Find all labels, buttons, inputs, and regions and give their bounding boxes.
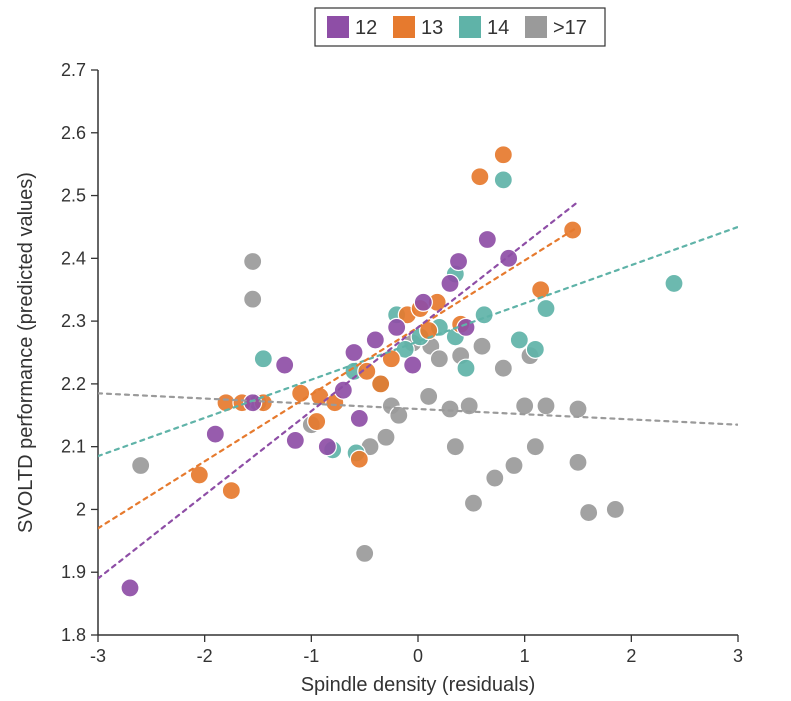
data-point: [569, 400, 587, 418]
data-point: [569, 453, 587, 471]
y-tick-label: 2: [76, 499, 86, 519]
data-point: [494, 146, 512, 164]
data-point: [457, 359, 475, 377]
data-point: [446, 438, 464, 456]
y-axis-label: SVOLTD performance (predicted values): [15, 172, 37, 533]
data-point: [478, 231, 496, 249]
y-tick-label: 1.9: [61, 562, 86, 582]
y-tick-label: 2.3: [61, 311, 86, 331]
data-point: [244, 252, 262, 270]
y-tick-label: 2.6: [61, 123, 86, 143]
data-point: [286, 431, 304, 449]
x-tick-label: 0: [413, 646, 423, 666]
data-point: [494, 171, 512, 189]
data-point: [121, 579, 139, 597]
data-point: [526, 438, 544, 456]
legend-swatch: [393, 16, 415, 38]
x-tick-label: -3: [90, 646, 106, 666]
data-point: [377, 428, 395, 446]
y-tick-label: 2.4: [61, 248, 86, 268]
data-point: [222, 482, 240, 500]
data-point: [537, 397, 555, 415]
legend-label: 14: [487, 17, 509, 39]
data-point: [464, 494, 482, 512]
data-point: [382, 350, 400, 368]
data-point: [486, 469, 504, 487]
data-point: [404, 356, 422, 374]
y-tick-label: 2.7: [61, 60, 86, 80]
x-tick-label: -1: [303, 646, 319, 666]
y-tick-label: 2.1: [61, 437, 86, 457]
data-point: [132, 457, 150, 475]
legend-label: 13: [421, 17, 443, 39]
data-point: [372, 375, 390, 393]
data-point: [356, 544, 374, 562]
data-point: [206, 425, 224, 443]
data-point: [441, 400, 459, 418]
data-point: [500, 249, 518, 267]
data-point: [471, 168, 489, 186]
legend-label: 12: [355, 17, 377, 39]
data-point: [430, 350, 448, 368]
legend-swatch: [525, 16, 547, 38]
data-point: [388, 318, 406, 336]
data-point: [473, 337, 491, 355]
data-point: [580, 504, 598, 522]
data-point: [414, 293, 432, 311]
data-point: [350, 450, 368, 468]
data-point: [510, 331, 528, 349]
data-point: [334, 381, 352, 399]
data-point: [526, 340, 544, 358]
data-point: [350, 409, 368, 427]
data-point: [217, 394, 235, 412]
x-tick-label: 2: [626, 646, 636, 666]
legend-label: >17: [553, 17, 587, 39]
data-point: [505, 457, 523, 475]
data-point: [254, 350, 272, 368]
y-tick-label: 1.8: [61, 625, 86, 645]
x-tick-label: 3: [733, 646, 743, 666]
data-point: [318, 438, 336, 456]
data-point: [537, 300, 555, 318]
data-point: [276, 356, 294, 374]
data-point: [308, 413, 326, 431]
data-point: [420, 387, 438, 405]
y-tick-label: 2.5: [61, 186, 86, 206]
legend-swatch: [459, 16, 481, 38]
x-axis-label: Spindle density (residuals): [301, 674, 536, 696]
data-point: [292, 384, 310, 402]
data-point: [665, 274, 683, 292]
data-point: [606, 500, 624, 518]
chart-svg: -3-2-101231.81.922.12.22.32.42.52.62.7Sp…: [0, 0, 791, 701]
x-tick-label: -2: [197, 646, 213, 666]
y-tick-label: 2.2: [61, 374, 86, 394]
data-point: [345, 344, 363, 362]
scatter-chart: -3-2-101231.81.922.12.22.32.42.52.62.7Sp…: [0, 0, 791, 701]
data-point: [366, 331, 384, 349]
data-point: [441, 274, 459, 292]
legend-swatch: [327, 16, 349, 38]
data-point: [244, 290, 262, 308]
data-point: [516, 397, 534, 415]
data-point: [450, 252, 468, 270]
data-point: [494, 359, 512, 377]
x-tick-label: 1: [520, 646, 530, 666]
